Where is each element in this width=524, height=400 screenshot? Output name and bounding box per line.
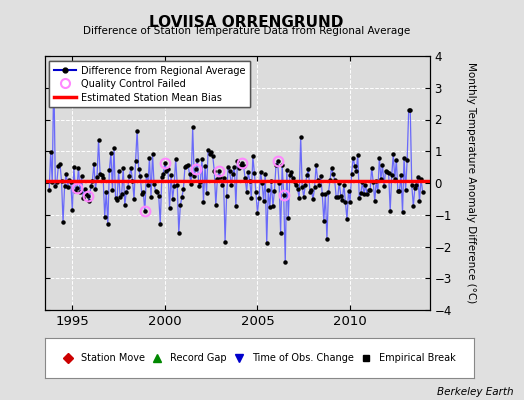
Legend: Difference from Regional Average, Quality Control Failed, Estimated Station Mean: Difference from Regional Average, Qualit… [49,61,250,107]
Text: Berkeley Earth: Berkeley Earth [437,387,514,397]
Text: LOVIISA ORRENGRUND: LOVIISA ORRENGRUND [149,15,343,30]
Text: Difference of Station Temperature Data from Regional Average: Difference of Station Temperature Data f… [83,26,410,36]
Legend: Station Move, Record Gap, Time of Obs. Change, Empirical Break: Station Move, Record Gap, Time of Obs. C… [59,349,460,367]
Y-axis label: Monthly Temperature Anomaly Difference (°C): Monthly Temperature Anomaly Difference (… [466,62,476,304]
